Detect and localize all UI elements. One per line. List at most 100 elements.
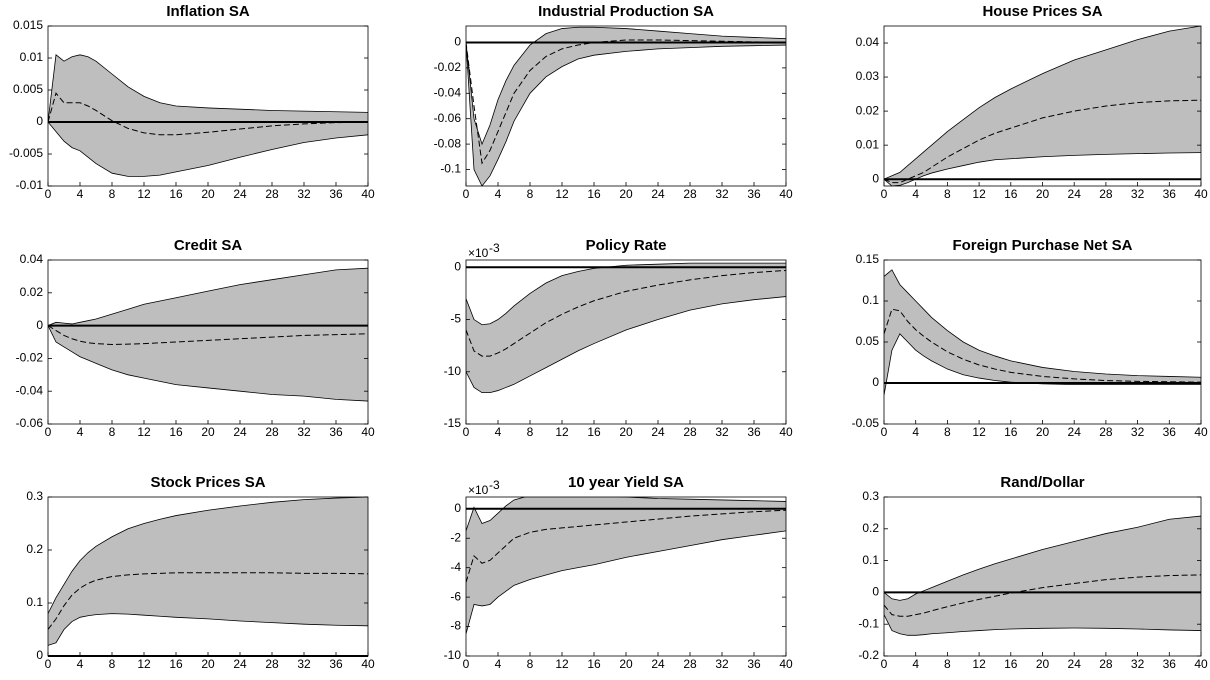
x-tick-label: 28: [265, 187, 279, 201]
x-tick-label: 36: [329, 425, 343, 439]
y-tick-label: -0.05: [852, 416, 880, 430]
x-tick-label: 20: [201, 187, 215, 201]
x-tick-label: 28: [1099, 425, 1113, 439]
x-tick-label: 28: [1099, 187, 1113, 201]
y-tick-label: -0.06: [16, 416, 44, 430]
y-tick-label: 0: [872, 375, 879, 389]
confidence-band: [48, 54, 368, 177]
x-tick-label: 12: [972, 657, 986, 671]
y-tick-label: 0.02: [20, 285, 44, 299]
y-tick-label: 0.015: [13, 18, 43, 32]
y-tick-label: 0.1: [862, 293, 879, 307]
y-tick-label: 0: [872, 171, 879, 185]
x-tick-label: 0: [45, 425, 52, 439]
confidence-band: [884, 516, 1201, 636]
x-tick-label: 0: [881, 187, 888, 201]
y-tick-label: 0.3: [862, 489, 879, 503]
x-tick-label: 8: [109, 657, 116, 671]
x-tick-label: 28: [265, 425, 279, 439]
x-tick-label: 12: [555, 425, 569, 439]
y-tick-label: -6: [450, 589, 461, 603]
x-tick-label: 4: [77, 425, 84, 439]
y-tick-label: -10: [444, 364, 462, 378]
upper-bound: [466, 262, 786, 326]
x-tick-label: 20: [619, 425, 633, 439]
y-tick-label: -15: [444, 416, 462, 430]
y-tick-label: 0.04: [20, 252, 44, 266]
x-tick-label: 16: [169, 425, 183, 439]
y-tick-label: -0.04: [16, 383, 44, 397]
chart-title: Industrial Production SA: [538, 3, 714, 20]
median-line: [48, 572, 368, 630]
x-tick-label: 16: [1004, 657, 1018, 671]
chart-title: Inflation SA: [166, 3, 249, 20]
y-tick-label: 0.1: [26, 595, 43, 609]
y-tick-label: 0: [454, 35, 461, 49]
median-line: [884, 574, 1201, 617]
median-line: [884, 308, 1201, 383]
x-tick-label: 16: [587, 187, 601, 201]
y-tick-label: -0.1: [858, 616, 879, 630]
x-tick-label: 32: [715, 657, 729, 671]
x-tick-label: 28: [265, 657, 279, 671]
x-tick-label: 24: [651, 425, 665, 439]
x-tick-label: 24: [651, 657, 665, 671]
x-tick-label: 8: [109, 187, 116, 201]
x-tick-label: 20: [201, 657, 215, 671]
x-tick-label: 36: [747, 425, 761, 439]
x-tick-label: 0: [463, 425, 470, 439]
x-tick-label: 28: [1099, 657, 1113, 671]
x-tick-label: 40: [361, 425, 375, 439]
x-tick-label: 40: [361, 657, 375, 671]
confidence-band: [884, 269, 1201, 396]
y-tick-label: 0: [872, 585, 879, 599]
confidence-band: [48, 268, 368, 402]
x-tick-label: 20: [1036, 425, 1050, 439]
x-tick-label: 28: [683, 425, 697, 439]
chart-title: 10 year Yield SA: [568, 474, 684, 491]
x-tick-label: 12: [555, 657, 569, 671]
x-tick-label: 4: [77, 187, 84, 201]
x-tick-label: 24: [233, 187, 247, 201]
y-multiplier-exponent: -3: [489, 478, 500, 492]
x-tick-label: 4: [912, 657, 919, 671]
y-tick-label: 0.04: [856, 35, 880, 49]
x-tick-label: 0: [45, 187, 52, 201]
x-tick-label: 12: [137, 187, 151, 201]
x-tick-label: 40: [779, 425, 793, 439]
x-tick-label: 8: [944, 425, 951, 439]
x-tick-label: 12: [137, 657, 151, 671]
panel: -0.2 -0.1 0 0.1 0.2 0.3 0 4 8 12 16 20 24 28 32 36 40 Ran…: [858, 474, 1208, 671]
panel: 0 0.1 0.2 0.3 0 4 8 12 16 20 24 28 32 36 40 Stock Price…: [26, 474, 375, 671]
y-tick-label: -0.06: [434, 111, 462, 125]
y-tick-label: -10: [444, 648, 462, 662]
x-tick-label: 40: [1194, 187, 1208, 201]
chart-title: House Prices SA: [982, 3, 1102, 20]
x-tick-label: 4: [495, 187, 502, 201]
upper-bound: [466, 497, 786, 531]
x-tick-label: 32: [1131, 657, 1145, 671]
x-tick-label: 28: [683, 657, 697, 671]
x-tick-label: 20: [619, 657, 633, 671]
upper-bound: [884, 26, 1201, 180]
lower-bound: [884, 614, 1201, 636]
x-tick-label: 16: [1004, 187, 1018, 201]
x-tick-label: 12: [972, 425, 986, 439]
x-tick-label: 36: [1163, 657, 1177, 671]
y-tick-label: -4: [450, 560, 461, 574]
upper-bound: [884, 269, 1201, 378]
x-tick-label: 32: [297, 425, 311, 439]
y-tick-label: 0: [36, 114, 43, 128]
panel: 0 0.01 0.02 0.03 0.04 0 4 8 12 16 20 24 28 32 36 40 Hous…: [856, 3, 1208, 201]
x-tick-label: 40: [361, 187, 375, 201]
y-tick-label: -2: [450, 530, 461, 544]
x-tick-label: 20: [1036, 187, 1050, 201]
median-line: [466, 269, 786, 357]
panel: -10 -8 -6 -4 -2 0 0 4 8 12 16 20 24 28 32 36 40 10 year Y…: [444, 474, 793, 671]
y-tick-label: 0: [454, 259, 461, 273]
x-tick-label: 20: [619, 187, 633, 201]
chart-title: Credit SA: [174, 237, 243, 254]
y-tick-label: 0.01: [20, 50, 44, 64]
x-tick-label: 16: [169, 657, 183, 671]
